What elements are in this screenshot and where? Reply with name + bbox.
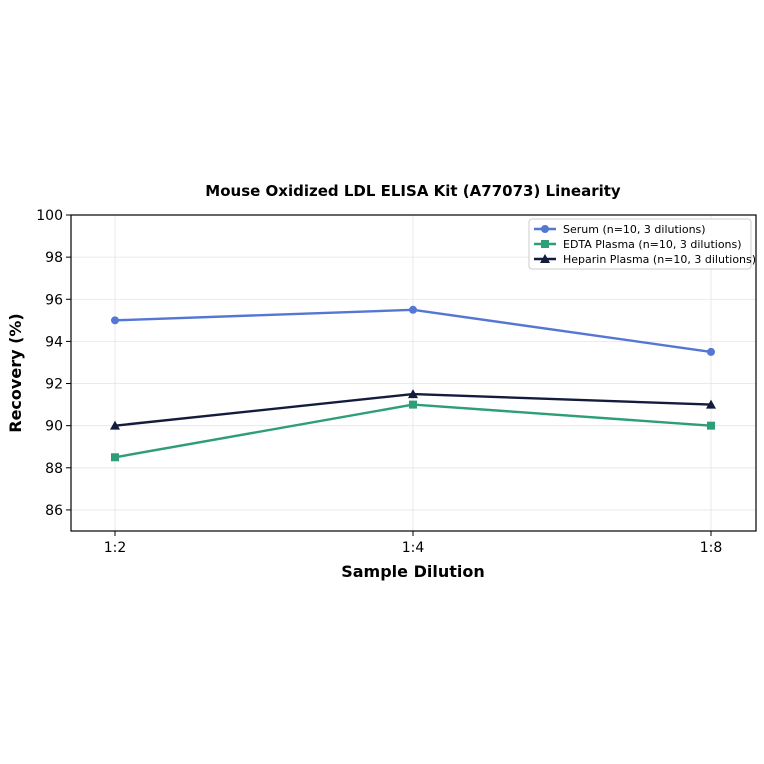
legend-label: EDTA Plasma (n=10, 3 dilutions) <box>563 238 742 251</box>
series-1 <box>111 305 715 356</box>
x-axis: 1:2 1:4 1:8 <box>104 531 723 556</box>
data-point <box>110 420 120 430</box>
chart-title: Mouse Oxidized LDL ELISA Kit (A77073) Li… <box>205 182 621 200</box>
legend-marker <box>541 225 549 233</box>
y-tick-label: 98 <box>45 250 63 266</box>
data-point <box>707 421 715 430</box>
data-point <box>409 400 417 409</box>
x-tick-label: 1:8 <box>700 540 723 556</box>
data-point <box>111 453 119 462</box>
data-point <box>707 347 715 356</box>
legend-item: Heparin Plasma (n=10, 3 dilutions) <box>534 253 756 266</box>
y-tick-label: 86 <box>45 503 63 519</box>
series-3 <box>110 389 716 430</box>
y-axis: 86 88 90 92 94 96 98 100 <box>36 208 71 519</box>
legend: Serum (n=10, 3 dilutions) EDTA Plasma (n=… <box>528 218 756 270</box>
legend-label: Serum (n=10, 3 dilutions) <box>563 223 706 236</box>
y-tick-label: 94 <box>45 334 63 350</box>
data-point <box>111 316 119 325</box>
legend-marker <box>540 254 550 263</box>
y-axis-label: Recovery (%) <box>6 313 25 432</box>
x-tick-label: 1:2 <box>104 540 127 556</box>
y-tick-label: 90 <box>45 419 63 435</box>
y-tick-label: 92 <box>45 377 63 393</box>
legend-marker <box>541 240 549 248</box>
data-point <box>408 389 418 399</box>
y-tick-label: 96 <box>45 292 63 308</box>
x-tick-label: 1:4 <box>402 540 425 556</box>
data-point <box>409 305 417 314</box>
legend-label: Heparin Plasma (n=10, 3 dilutions) <box>563 253 756 266</box>
series-2 <box>111 400 715 462</box>
legend-item: Serum (n=10, 3 dilutions) <box>534 223 706 236</box>
y-tick-label: 88 <box>45 461 63 477</box>
legend-box <box>528 218 752 270</box>
data-point <box>706 399 716 409</box>
x-axis-label: Sample Dilution <box>341 562 485 581</box>
series-layer <box>110 305 716 462</box>
y-tick-label: 100 <box>36 208 63 224</box>
legend-item: EDTA Plasma (n=10, 3 dilutions) <box>534 238 742 251</box>
